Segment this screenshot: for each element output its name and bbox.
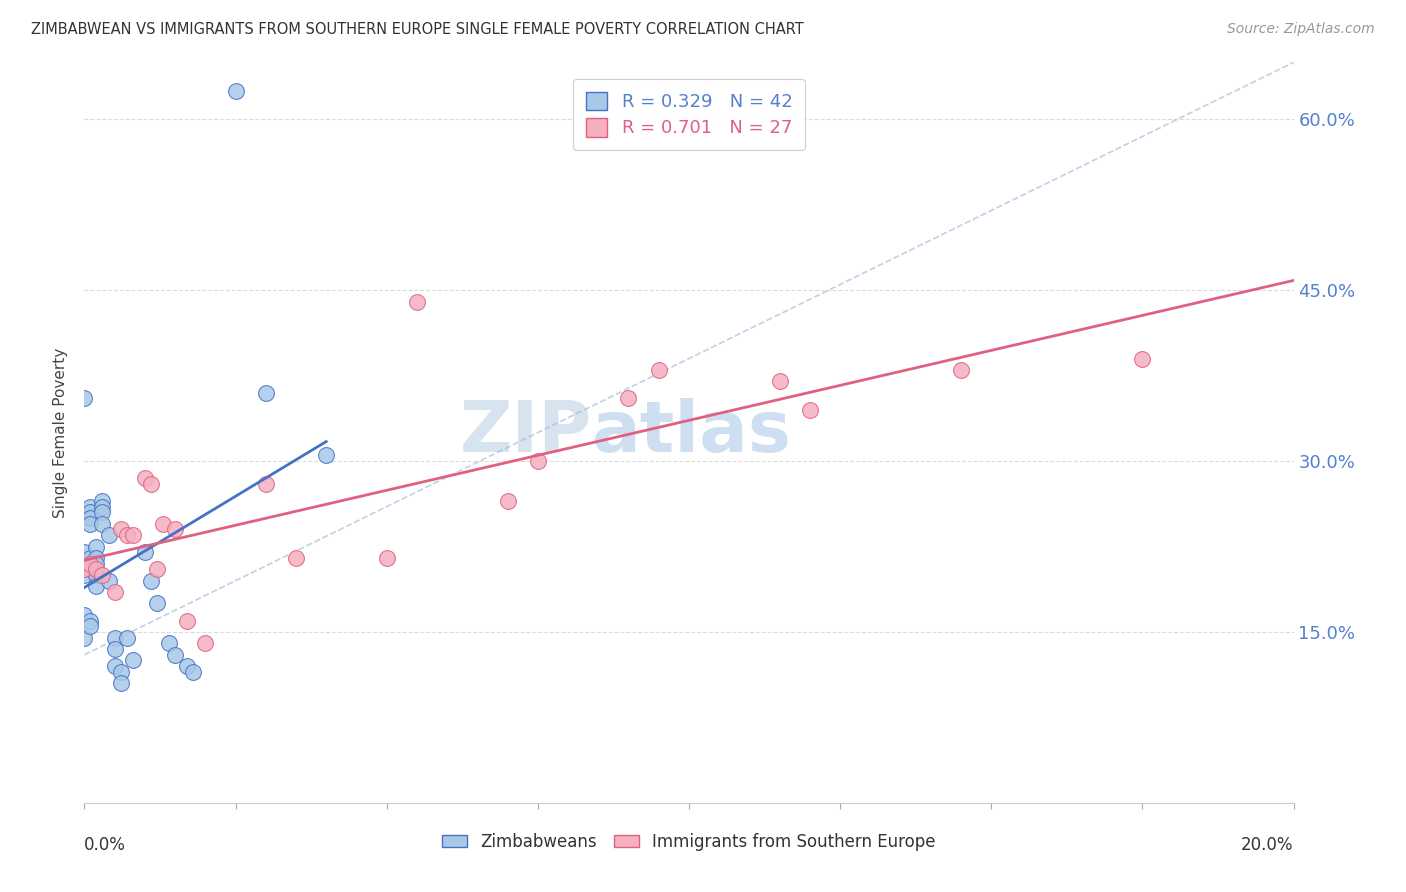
Point	[73, 562, 96, 576]
Point	[406, 294, 429, 309]
Y-axis label: Single Female Poverty: Single Female Poverty	[53, 348, 69, 517]
Point	[86, 579, 108, 593]
Point	[496, 494, 519, 508]
Point	[176, 659, 198, 673]
Point	[165, 648, 187, 662]
Point	[146, 562, 169, 576]
Point	[254, 385, 277, 400]
Point	[375, 550, 398, 565]
Point	[91, 500, 114, 514]
Point	[86, 557, 108, 571]
Point	[97, 574, 120, 588]
Legend: Zimbabweans, Immigrants from Southern Europe: Zimbabweans, Immigrants from Southern Eu…	[436, 826, 942, 857]
Point	[79, 505, 101, 519]
Point	[181, 665, 204, 679]
Point	[176, 614, 198, 628]
Point	[79, 619, 101, 633]
Point	[73, 568, 96, 582]
Point	[79, 614, 101, 628]
Point	[139, 574, 162, 588]
Point	[86, 562, 108, 576]
Point	[86, 550, 108, 565]
Point	[79, 500, 101, 514]
Point	[73, 607, 96, 622]
Point	[527, 454, 550, 468]
Text: 20.0%: 20.0%	[1241, 836, 1294, 855]
Point	[225, 84, 247, 98]
Text: atlas: atlas	[592, 398, 792, 467]
Point	[165, 523, 187, 537]
Point	[134, 545, 156, 559]
Point	[79, 557, 101, 571]
Point	[950, 363, 973, 377]
Point	[110, 523, 132, 537]
Point	[134, 471, 156, 485]
Point	[285, 550, 308, 565]
Point	[121, 528, 143, 542]
Point	[91, 568, 114, 582]
Text: 0.0%: 0.0%	[84, 836, 127, 855]
Point	[799, 402, 821, 417]
Point	[73, 545, 96, 559]
Point	[152, 516, 174, 531]
Point	[73, 557, 96, 571]
Point	[617, 392, 640, 406]
Point	[769, 375, 792, 389]
Point	[97, 528, 120, 542]
Point	[104, 659, 127, 673]
Point	[110, 665, 132, 679]
Point	[157, 636, 180, 650]
Point	[104, 585, 127, 599]
Point	[91, 494, 114, 508]
Point	[139, 476, 162, 491]
Point	[79, 511, 101, 525]
Point	[1130, 351, 1153, 366]
Point	[110, 676, 132, 690]
Point	[79, 562, 101, 576]
Text: Source: ZipAtlas.com: Source: ZipAtlas.com	[1227, 22, 1375, 37]
Point	[194, 636, 217, 650]
Point	[104, 642, 127, 657]
Point	[315, 449, 337, 463]
Point	[115, 631, 138, 645]
Point	[254, 476, 277, 491]
Point	[91, 505, 114, 519]
Point	[146, 597, 169, 611]
Point	[91, 516, 114, 531]
Text: ZIP: ZIP	[460, 398, 592, 467]
Point	[79, 550, 101, 565]
Point	[73, 631, 96, 645]
Point	[86, 540, 108, 554]
Point	[73, 392, 96, 406]
Text: ZIMBABWEAN VS IMMIGRANTS FROM SOUTHERN EUROPE SINGLE FEMALE POVERTY CORRELATION : ZIMBABWEAN VS IMMIGRANTS FROM SOUTHERN E…	[31, 22, 804, 37]
Point	[115, 528, 138, 542]
Point	[121, 653, 143, 667]
Point	[648, 363, 671, 377]
Point	[79, 516, 101, 531]
Point	[86, 568, 108, 582]
Point	[104, 631, 127, 645]
